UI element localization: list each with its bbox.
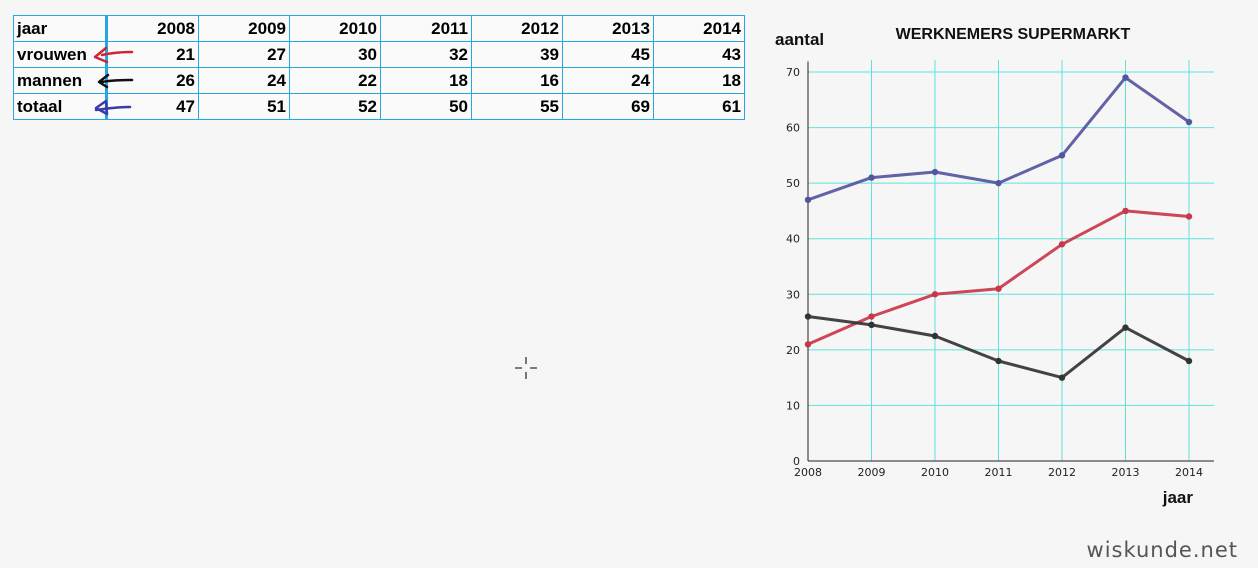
table-cell: 51 [198,93,290,120]
header-label-cell: jaar [13,15,108,42]
header-year-cell: 2013 [562,15,654,42]
data-point-mannen [1185,357,1193,365]
table-cell: 21 [106,41,199,68]
header-year-cell: 2009 [198,15,290,42]
header-year-cell: 2010 [289,15,381,42]
table-row-mannen: mannen 26 24 22 18 16 24 18 [13,67,745,94]
data-point-totaal [995,179,1002,187]
data-point-mannen [804,313,812,320]
data-point-vrouwen [1058,241,1066,248]
y-tick-label: 40 [786,233,800,246]
data-point-totaal [1122,74,1129,81]
table-cell: 18 [653,67,745,94]
data-point-vrouwen [1185,213,1193,220]
data-table: jaar 2008 2009 2010 2011 2012 2013 2014 … [13,15,745,120]
row-label: vrouwen [17,45,87,64]
data-point-totaal [931,168,939,176]
table-cell: 61 [653,93,745,120]
header-year-cell: 2011 [380,15,472,42]
table-cell: 30 [289,41,381,68]
x-tick-label: 2013 [1112,466,1140,479]
header-year-cell: 2008 [106,15,199,42]
black-arrow-icon [97,73,134,89]
x-tick-label: 2008 [794,466,822,479]
y-tick-label: 30 [786,288,800,301]
table-cell: 24 [198,67,290,94]
table-cell: 22 [289,67,381,94]
data-point-vrouwen [868,313,875,320]
table-cell: 16 [471,67,563,94]
red-arrow-icon [93,46,134,64]
data-point-totaal [804,196,812,204]
row-label-cell: vrouwen [13,41,134,68]
table-cell: 50 [380,93,472,120]
table-cell: 69 [562,93,654,120]
table-cell: 32 [380,41,472,68]
data-point-totaal [868,174,875,181]
table-row-totaal: totaal 47 51 52 50 55 69 61 [13,93,745,120]
x-tick-label: 2009 [858,466,886,479]
table-cell: 27 [198,41,290,68]
data-point-mannen [995,357,1002,365]
y-tick-label: 20 [786,344,800,357]
y-tick-label: 10 [786,399,800,412]
y-tick-label: 50 [786,177,800,190]
row-label-cell: totaal [13,93,132,120]
x-tick-label: 2011 [985,466,1013,479]
watermark: wiskunde.net [1086,538,1238,562]
data-point-mannen [868,321,875,329]
data-point-totaal [1185,118,1193,126]
row-label: mannen [17,71,83,90]
table-cell: 55 [471,93,563,120]
table-cell: 45 [562,41,654,68]
crosshair-cursor-icon [515,357,537,379]
chart-series [804,74,1193,381]
row-label: totaal [17,97,63,116]
y-tick-label: 70 [786,66,800,79]
chart-grid [807,60,1214,461]
data-point-vrouwen [1122,207,1129,215]
table-row-vrouwen: vrouwen 21 27 30 32 39 45 43 [13,41,745,68]
table-cell: 52 [289,93,381,120]
data-point-totaal [1058,152,1066,159]
x-tick-label: 2012 [1048,466,1076,479]
data-point-vrouwen [804,341,812,348]
y-tick-label: 60 [786,122,800,135]
data-point-vrouwen [931,291,939,298]
y-axis-label: aantal [775,30,824,49]
data-point-mannen [1058,374,1066,381]
data-point-vrouwen [995,285,1002,292]
header-year-cell: 2014 [653,15,745,42]
table-header-row: jaar 2008 2009 2010 2011 2012 2013 2014 [13,15,745,42]
line-chart: 0 10 20 30 40 50 60 70 2008 2009 2010 2011 2012 2013 2… [775,26,1214,507]
table-cell: 24 [562,67,654,94]
x-tick-label: 2014 [1175,466,1203,479]
table-cell: 39 [471,41,563,68]
table-cell: 18 [380,67,472,94]
data-point-mannen [1122,324,1129,331]
x-axis-label: jaar [1162,488,1194,507]
blue-arrow-icon [94,99,132,116]
chart-title: WERKNEMERS SUPERMARKT [896,26,1131,43]
row-label-cell: mannen [13,67,134,94]
data-point-mannen [931,332,939,340]
table-cell: 43 [653,41,745,68]
x-tick-label: 2010 [921,466,949,479]
y-tick-label: 0 [793,455,800,468]
chart-ticks: 0 10 20 30 40 50 60 70 2008 2009 2010 2011 2012 2013 2… [786,66,1203,479]
header-year-cell: 2012 [471,15,563,42]
